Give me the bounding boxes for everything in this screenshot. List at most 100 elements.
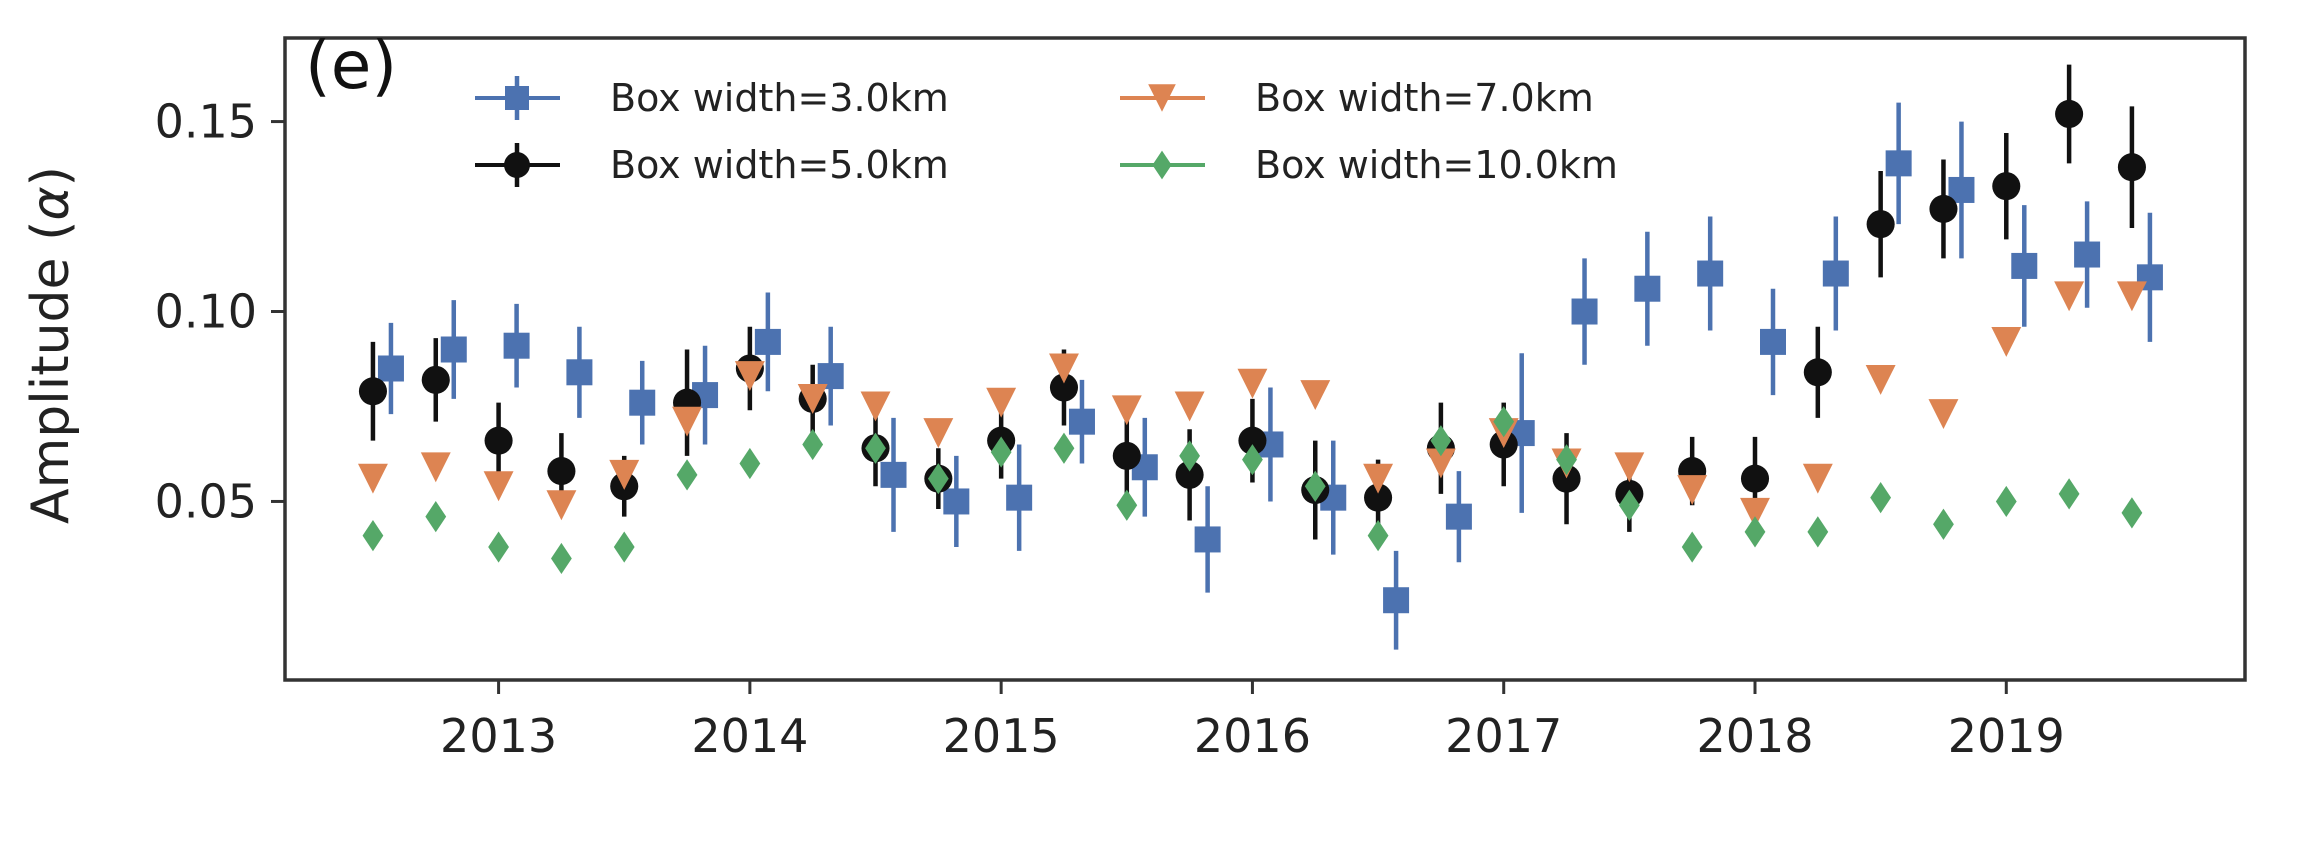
panel-label: (e) <box>305 27 397 104</box>
diamond-marker <box>2058 478 2080 510</box>
x-tick-label: 2017 <box>1445 709 1562 763</box>
circle-marker <box>1929 194 1958 223</box>
triangle-down-marker <box>1148 84 1176 112</box>
circle-marker <box>421 365 450 394</box>
diamond-marker <box>1493 406 1515 438</box>
circle-marker <box>504 152 530 178</box>
x-tick-label: 2015 <box>943 709 1060 763</box>
diamond-marker <box>425 501 447 533</box>
circle-marker <box>2117 153 2146 182</box>
triangle-down-marker <box>1865 364 1896 395</box>
diamond-marker <box>1681 531 1703 563</box>
circle-marker <box>1238 426 1267 455</box>
triangle-down-marker <box>1928 399 1959 430</box>
circle-marker <box>358 377 387 406</box>
square-marker <box>377 355 404 382</box>
diamond-marker <box>1995 485 2017 518</box>
triangle-down-marker <box>609 459 640 490</box>
x-tick-label: 2013 <box>440 709 557 763</box>
triangle-down-marker <box>797 383 828 414</box>
triangle-down-marker <box>1802 463 1833 494</box>
diamond-marker <box>739 447 761 480</box>
square-marker <box>1571 298 1598 325</box>
diamond-marker <box>1556 444 1577 476</box>
diamond-marker <box>1870 482 1892 514</box>
square-marker <box>2011 252 2038 279</box>
triangle-down-marker <box>483 471 514 502</box>
diamond-marker <box>1053 432 1075 464</box>
diamond-marker <box>927 463 949 495</box>
triangle-down-marker <box>357 463 388 494</box>
triangle-down-marker <box>1425 448 1456 479</box>
circle-marker <box>547 457 576 486</box>
data-marks <box>357 64 2163 650</box>
legend-item: Box width=7.0km <box>1120 76 1594 120</box>
triangle-down-marker <box>2116 281 2147 312</box>
triangle-down-marker <box>672 406 703 437</box>
diamond-marker <box>1152 150 1172 180</box>
triangle-down-marker <box>1677 475 1708 506</box>
circle-marker <box>1866 210 1895 239</box>
x-tick-label: 2018 <box>1696 709 1813 763</box>
diamond-marker <box>865 432 886 464</box>
triangle-down-marker <box>860 391 891 422</box>
diamond-marker <box>990 436 1012 468</box>
square-marker <box>1445 503 1472 530</box>
triangle-down-marker <box>1740 497 1770 528</box>
legend-label: Box width=3.0km <box>610 76 949 120</box>
diamond-marker <box>1367 520 1389 552</box>
triangle-down-marker <box>923 418 954 449</box>
diamond-marker <box>1304 470 1326 502</box>
triangle-down-marker <box>1991 326 2022 357</box>
legend-label: Box width=7.0km <box>1255 76 1594 120</box>
circle-marker <box>1740 464 1770 493</box>
square-marker <box>1760 328 1786 355</box>
square-marker <box>1194 526 1221 553</box>
triangle-down-marker <box>1174 391 1205 422</box>
square-marker <box>1822 260 1849 287</box>
square-marker <box>943 488 970 515</box>
triangle-down-marker <box>1614 452 1645 483</box>
triangle-down-marker <box>420 452 451 483</box>
y-axis-title: Amplitude (α) <box>21 166 81 524</box>
square-marker <box>880 461 907 488</box>
legend-item: Box width=5.0km <box>475 143 949 187</box>
diamond-marker <box>1807 516 1829 548</box>
y-axis-title-text: Amplitude ( <box>21 221 81 524</box>
triangle-down-marker <box>1049 353 1079 384</box>
diamond-marker <box>802 428 824 461</box>
diamond-marker <box>362 520 384 552</box>
plot-frame <box>283 36 2247 682</box>
diamond-marker <box>613 531 635 563</box>
square-marker <box>754 328 781 355</box>
triangle-down-marker <box>546 490 577 521</box>
square-marker <box>505 86 529 110</box>
circle-marker <box>1175 460 1204 489</box>
legend-item: Box width=10.0km <box>1120 143 1618 187</box>
square-marker <box>1383 587 1410 614</box>
x-tick-label: 2014 <box>691 709 808 763</box>
diamond-marker <box>1933 508 1954 540</box>
y-axis-title-close: ) <box>21 166 81 186</box>
square-marker <box>1068 408 1095 435</box>
diamond-marker <box>1179 440 1201 472</box>
square-marker <box>440 336 467 363</box>
square-marker <box>1634 275 1661 302</box>
x-tick-label: 2019 <box>1948 709 2065 763</box>
diamond-marker <box>1430 425 1452 457</box>
diamond-marker <box>1744 516 1766 548</box>
y-tick-label: 0.10 <box>155 285 257 339</box>
circle-marker <box>1552 464 1581 493</box>
triangle-down-marker <box>1300 380 1331 411</box>
square-marker <box>566 359 593 386</box>
square-marker <box>1006 484 1033 511</box>
diamond-marker <box>676 459 698 491</box>
triangle-down-marker <box>734 361 765 392</box>
legend-label: Box width=5.0km <box>610 143 949 187</box>
diamond-marker <box>2121 497 2143 529</box>
triangle-down-marker <box>1363 463 1394 494</box>
x-tick-label: 2016 <box>1194 709 1311 763</box>
triangle-down-marker <box>1111 395 1142 426</box>
square-marker <box>629 389 656 416</box>
